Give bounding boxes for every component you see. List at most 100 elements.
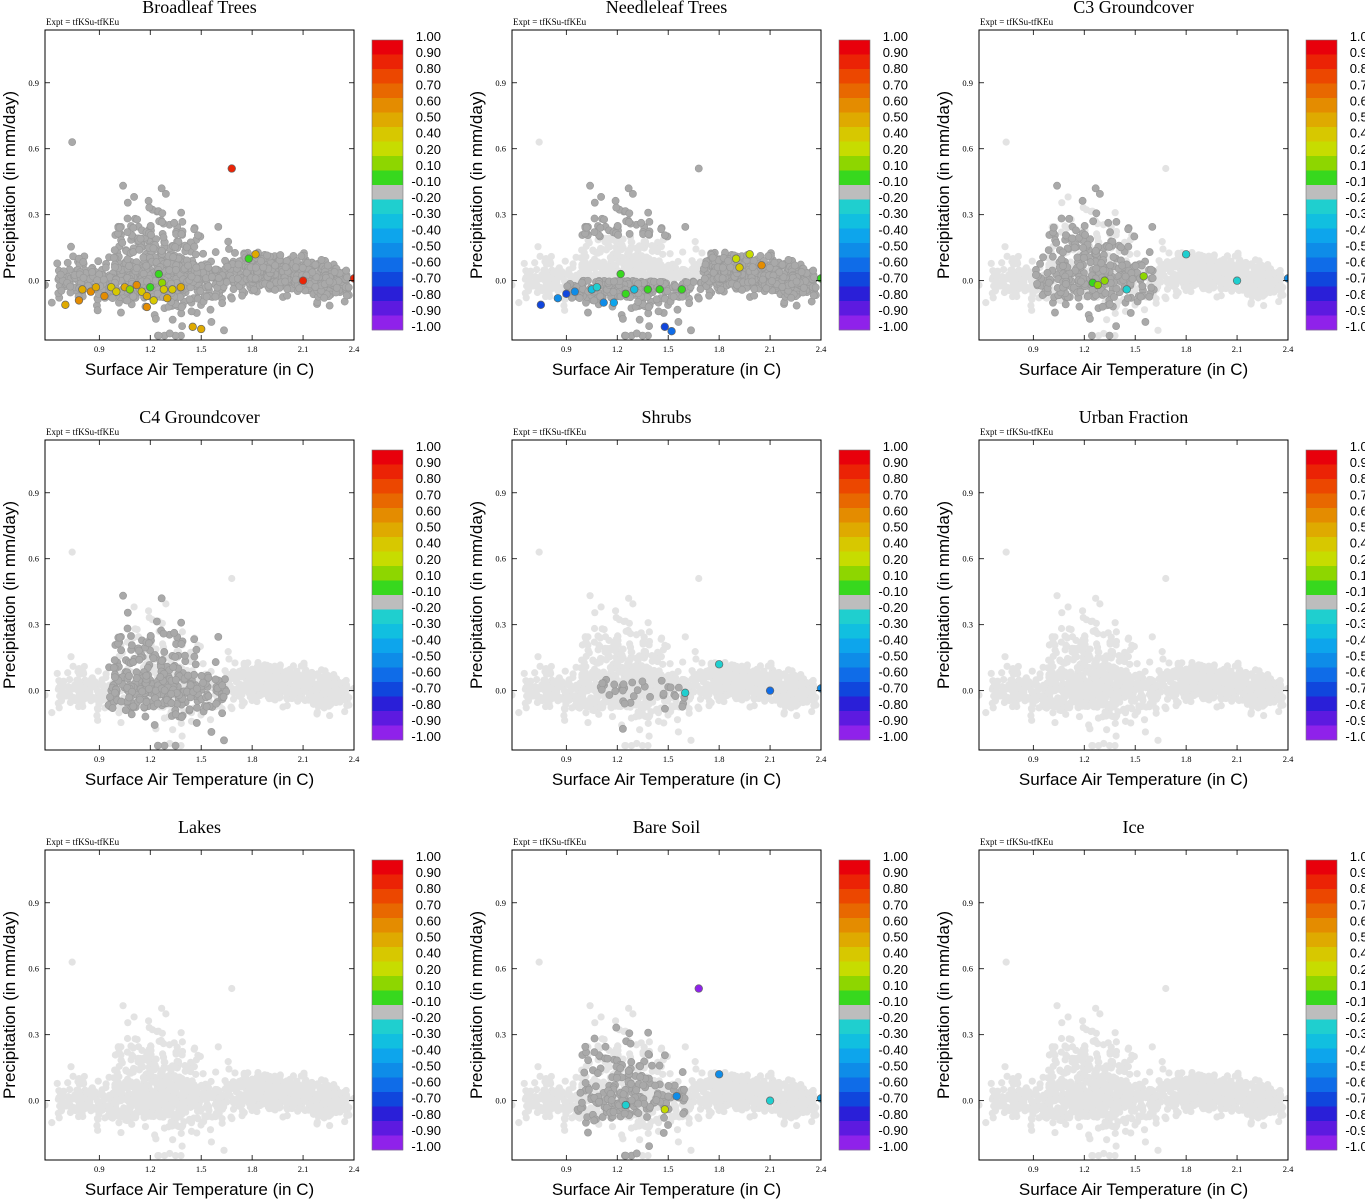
- colorbar-swatch: [1306, 243, 1337, 258]
- highlight-point: [142, 302, 152, 312]
- point: [159, 233, 168, 242]
- point: [276, 251, 285, 259]
- point: [639, 266, 647, 274]
- colorbar-swatch: [372, 156, 403, 171]
- point: [609, 287, 618, 296]
- point: [1258, 261, 1266, 270]
- point: [512, 281, 516, 289]
- point: [561, 257, 569, 265]
- point: [560, 276, 568, 284]
- x-tick-label: 2.4: [1283, 344, 1294, 354]
- point: [1079, 243, 1088, 252]
- point: [582, 223, 591, 232]
- point: [768, 277, 776, 285]
- point: [551, 282, 559, 290]
- colorbar-label: 1.00: [1350, 29, 1365, 44]
- point: [250, 285, 258, 294]
- point: [1124, 225, 1133, 234]
- colorbar-label: -0.40: [1345, 222, 1365, 237]
- point: [136, 234, 145, 243]
- point: [250, 696, 258, 704]
- point: [1003, 252, 1011, 260]
- colorbar-swatch: [839, 112, 870, 128]
- point: [57, 697, 66, 705]
- point: [1155, 257, 1163, 265]
- point: [168, 315, 177, 324]
- highlight-point: [1232, 276, 1242, 285]
- point: [165, 266, 174, 275]
- point: [659, 263, 667, 272]
- panel-title: Needleleaf Trees: [606, 0, 727, 17]
- point: [546, 258, 554, 266]
- point: [689, 278, 698, 286]
- colorbar-label: 0.90: [1350, 45, 1365, 60]
- point: [123, 228, 132, 237]
- highlight-point: [146, 283, 155, 292]
- colorbar-label: 0.90: [883, 45, 908, 60]
- point: [66, 698, 75, 707]
- colorbar-swatch: [839, 199, 870, 215]
- point: [221, 667, 229, 675]
- point: [295, 284, 304, 293]
- point: [1077, 277, 1085, 286]
- point: [1000, 282, 1008, 291]
- point: [563, 282, 572, 291]
- highlight-point: [251, 250, 260, 259]
- point: [204, 282, 213, 291]
- colorbar-label: -0.80: [878, 287, 908, 302]
- x-tick-label: 1.2: [145, 344, 156, 354]
- point: [238, 702, 246, 710]
- colorbar-label: 0.10: [1350, 158, 1365, 173]
- colorbar-label: 0.70: [1350, 77, 1365, 92]
- point: [1058, 199, 1066, 207]
- point: [263, 251, 271, 260]
- point: [311, 260, 320, 269]
- highlight-point: [735, 263, 744, 272]
- point: [1053, 181, 1061, 190]
- point: [688, 257, 696, 265]
- point: [1095, 189, 1104, 198]
- point: [561, 306, 569, 314]
- point: [1018, 282, 1026, 290]
- point: [1229, 284, 1237, 292]
- point: [185, 295, 194, 304]
- point: [257, 257, 265, 265]
- point: [332, 283, 341, 292]
- colorbar-swatch: [372, 315, 403, 331]
- scatter-points: [45, 138, 354, 340]
- highlight-point: [163, 294, 172, 303]
- panel-title: C4 Groundcover: [139, 407, 259, 427]
- point: [283, 285, 292, 293]
- highlight-point: [91, 283, 101, 292]
- highlight-point: [660, 322, 669, 331]
- point: [199, 249, 207, 258]
- highlight-point: [536, 300, 546, 309]
- colorbar-swatch: [1306, 170, 1337, 186]
- point: [685, 299, 694, 308]
- point: [224, 237, 233, 246]
- point: [1000, 265, 1008, 274]
- point: [578, 263, 586, 271]
- point: [84, 692, 92, 700]
- point: [1121, 272, 1130, 281]
- colorbar-label: 1.00: [883, 29, 908, 44]
- colorbar-swatch: [1306, 156, 1337, 171]
- colorbar-label: 0.20: [1350, 142, 1365, 157]
- colorbar-swatch: [1306, 98, 1337, 113]
- point: [1100, 329, 1108, 338]
- point: [341, 707, 349, 716]
- point: [56, 270, 65, 279]
- point: [157, 246, 166, 255]
- colorbar-swatch: [372, 243, 403, 258]
- x-tick-label: 2.4: [816, 344, 827, 354]
- x-tick-label: 2.1: [298, 344, 309, 354]
- colorbar-swatch: [839, 286, 870, 302]
- point: [123, 255, 132, 264]
- point: [187, 272, 196, 281]
- point: [74, 702, 83, 711]
- colorbar-label: -0.10: [1345, 174, 1365, 189]
- point: [660, 269, 668, 277]
- point: [600, 264, 608, 272]
- point: [524, 287, 533, 295]
